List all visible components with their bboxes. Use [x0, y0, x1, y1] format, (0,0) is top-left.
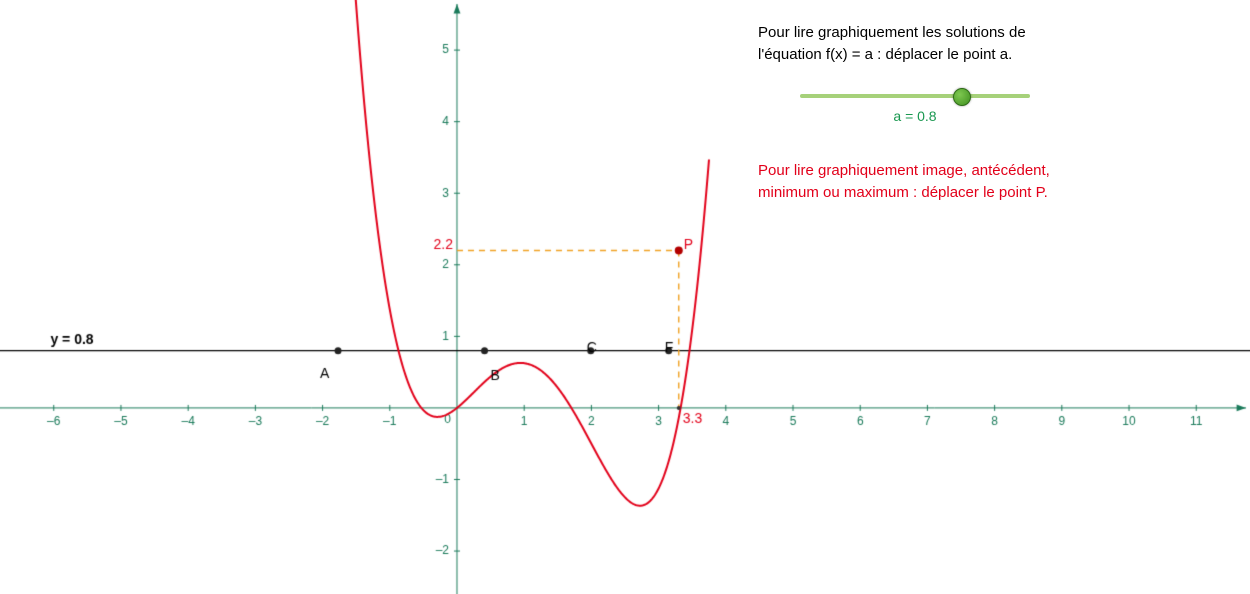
slider-track [800, 94, 1030, 98]
slider-thumb[interactable] [953, 88, 971, 106]
instruction-text-1: Pour lire graphiquement les solutions de… [758, 22, 1026, 66]
instruction-text-2: Pour lire graphiquement image, antécéden… [758, 160, 1050, 204]
slider-label: a = 0.8 [800, 108, 1030, 124]
function-graph [0, 0, 1250, 594]
a-slider[interactable]: a = 0.8 [800, 88, 1030, 128]
